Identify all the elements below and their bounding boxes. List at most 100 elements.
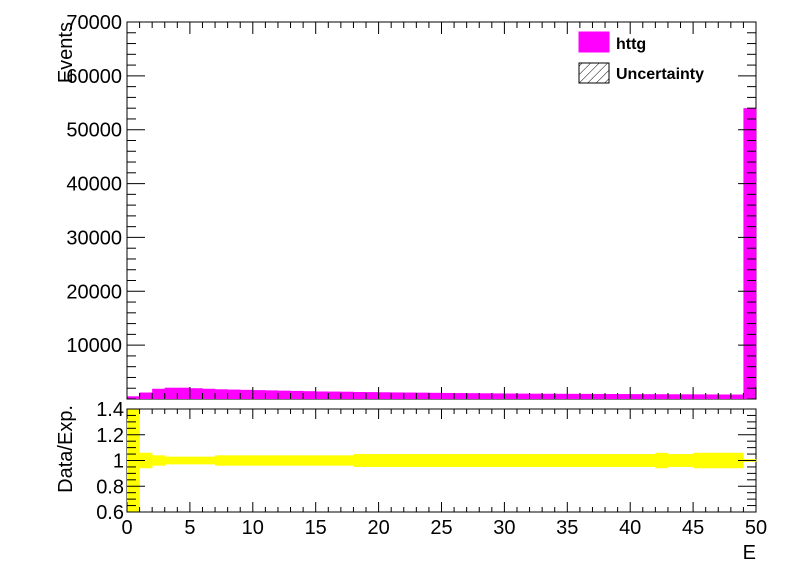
bar-httg-bin-35	[567, 393, 581, 399]
bar-httg-bin-11	[265, 390, 279, 399]
ratio-y-axis: 0.6 0.8 1 1.2 1.4	[96, 399, 756, 524]
ratio-band-bin-43	[667, 454, 681, 467]
bar-httg-bin-49	[743, 108, 757, 400]
ratio-band-bin-27	[466, 454, 480, 467]
bar-httg-bin-13	[290, 390, 304, 399]
ratio-band-bin-32	[529, 454, 543, 467]
bar-httg-bin-7	[215, 389, 228, 399]
bar-httg-bin-2	[152, 388, 166, 399]
ratio-band-bin-3	[164, 456, 178, 465]
bar-httg-bin-32	[529, 393, 543, 399]
main-y-axis-title: Events	[55, 22, 77, 83]
ratio-band-bin-29	[491, 454, 505, 467]
bar-httg-bin-45	[693, 394, 706, 399]
x-tick-label: 10	[242, 517, 264, 539]
ratio-band-bin-26	[454, 454, 467, 467]
ratio-band-bin-30	[504, 454, 518, 467]
ratio-band-bin-23	[416, 454, 430, 467]
bar-httg-bin-46	[705, 394, 719, 399]
ratio-band-bin-13	[290, 455, 304, 466]
legend: httg Uncertainty	[578, 31, 704, 84]
ratio-band-bin-24	[428, 454, 442, 467]
bar-httg-bin-23	[416, 392, 430, 399]
ratio-band-bin-46	[705, 452, 719, 469]
bar-httg-bin-30	[504, 393, 518, 399]
bar-httg-bin-22	[403, 392, 417, 399]
bar-httg-bin-42	[655, 394, 669, 399]
ratio-band-bin-25	[441, 454, 455, 467]
ratio-y-tick-label: 1.2	[96, 425, 124, 447]
x-tick-label: 15	[305, 517, 327, 539]
bar-httg-bin-10	[252, 390, 266, 399]
ratio-band-bin-21	[391, 454, 405, 467]
bar-httg-bin-36	[579, 393, 593, 399]
ratio-band-bin-17	[340, 455, 354, 466]
bar-httg-bin-8	[227, 389, 241, 399]
bar-httg-bin-43	[667, 394, 681, 399]
main-y-tick-label: 70000	[66, 12, 122, 34]
bar-httg-bin-19	[366, 392, 379, 399]
bar-httg-bin-34	[554, 393, 568, 399]
bar-httg-bin-29	[491, 393, 505, 399]
ratio-band-bin-34	[554, 454, 568, 467]
ratio-band-bin-22	[403, 454, 417, 467]
bar-httg-bin-1	[139, 392, 153, 399]
bar-httg-bin-48	[730, 394, 744, 399]
ratio-band-bin-42	[655, 452, 669, 469]
ratio-band-bin-11	[265, 455, 279, 466]
bar-httg-bin-33	[542, 393, 556, 399]
ratio-band-bin-36	[579, 454, 593, 467]
main-y-tick-label: 40000	[66, 174, 122, 196]
x-tick-label: 35	[556, 517, 578, 539]
bar-httg-bin-6	[202, 388, 216, 399]
bar-httg-bin-41	[642, 394, 656, 399]
ratio-band-bin-12	[277, 455, 291, 466]
ratio-y-tick-label: 0.6	[96, 502, 124, 524]
bar-httg-bin-47	[718, 394, 732, 399]
bar-httg-bin-44	[680, 394, 694, 399]
x-axis-title: E	[743, 542, 756, 564]
ratio-band-bin-16	[328, 455, 342, 466]
ratio-band-bin-5	[189, 456, 203, 465]
ratio-band-bin-35	[567, 454, 581, 467]
x-tick-label: 40	[619, 517, 641, 539]
ratio-band-bin-6	[202, 456, 216, 465]
main-y-tick-label: 50000	[66, 120, 122, 142]
x-tick-label: 50	[745, 517, 767, 539]
ratio-y-tick-label: 1	[113, 451, 124, 473]
x-tick-label: 30	[493, 517, 515, 539]
ratio-band-bin-7	[215, 455, 228, 466]
ratio-band-bin-15	[315, 455, 329, 466]
bar-httg-bin-14	[303, 391, 316, 399]
bar-httg-bin-3	[164, 387, 178, 399]
ratio-band-bin-10	[252, 455, 266, 466]
ratio-band-bin-31	[516, 454, 530, 467]
bar-httg-bin-39	[617, 394, 631, 399]
bar-httg-bin-9	[240, 389, 254, 399]
main-y-tick-label: 20000	[66, 281, 122, 303]
bar-httg-bin-27	[466, 393, 480, 399]
bar-httg-bin-21	[391, 392, 405, 399]
bar-httg-bin-24	[428, 392, 442, 399]
ratio-y-tick-label: 0.8	[96, 476, 124, 498]
ratio-band-bin-19	[366, 454, 379, 467]
bar-httg-bin-26	[454, 393, 467, 399]
ratio-band-bin-41	[642, 454, 656, 467]
ratio-band-bin-1	[139, 452, 153, 469]
ratio-band-bin-9	[240, 455, 254, 466]
bar-httg-bin-17	[340, 391, 354, 399]
ratio-uncertainty-band	[127, 409, 757, 512]
ratio-band-bin-38	[605, 454, 618, 467]
bar-httg-bin-38	[605, 393, 618, 399]
main-y-axis: 10000 20000 30000 40000 50000 60000 70000	[66, 12, 757, 400]
bar-httg-bin-28	[479, 393, 493, 399]
legend-swatch-uncertainty	[578, 62, 610, 84]
ratio-band-bin-47	[718, 452, 732, 469]
ratio-band-bin-2	[152, 455, 166, 466]
bar-httg-bin-4	[177, 387, 191, 399]
ratio-band-bin-48	[730, 452, 744, 469]
x-tick-label: 25	[430, 517, 452, 539]
main-y-tick-label: 30000	[66, 227, 122, 249]
